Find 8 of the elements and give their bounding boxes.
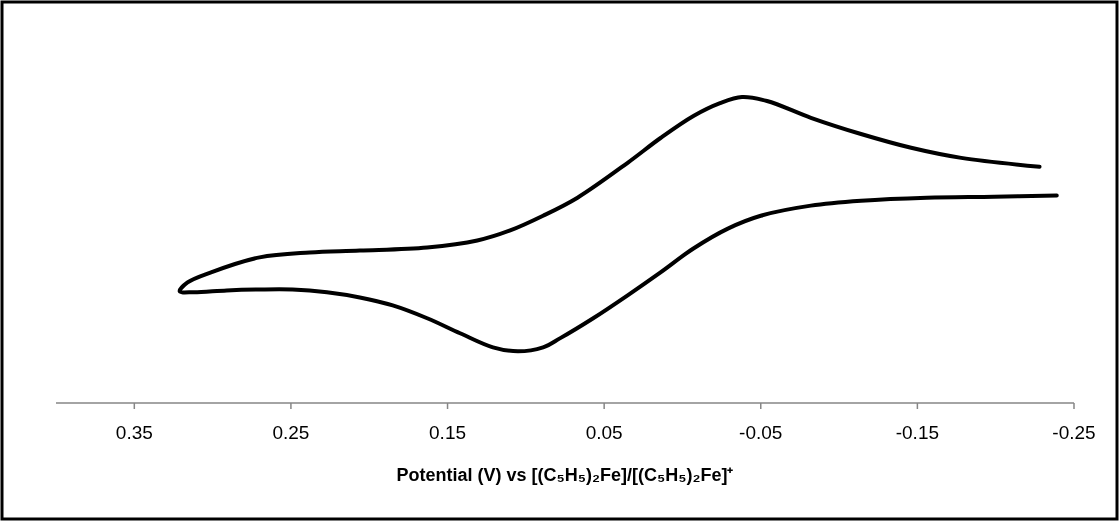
x-tick-label: 0.35 xyxy=(115,422,153,443)
x-tick-label: -0.05 xyxy=(739,422,783,443)
x-tick-label: 0.25 xyxy=(272,422,310,443)
x-tick-label: -0.15 xyxy=(895,422,940,443)
x-axis-title: Potential (V) vs [(C₅H₅)₂Fe]/[(C₅H₅)₂Fe]⁺ xyxy=(396,465,734,485)
x-tick-label: 0.15 xyxy=(429,422,467,443)
x-tick-label: 0.05 xyxy=(585,422,623,443)
x-tick-label: -0.25 xyxy=(1052,422,1096,443)
